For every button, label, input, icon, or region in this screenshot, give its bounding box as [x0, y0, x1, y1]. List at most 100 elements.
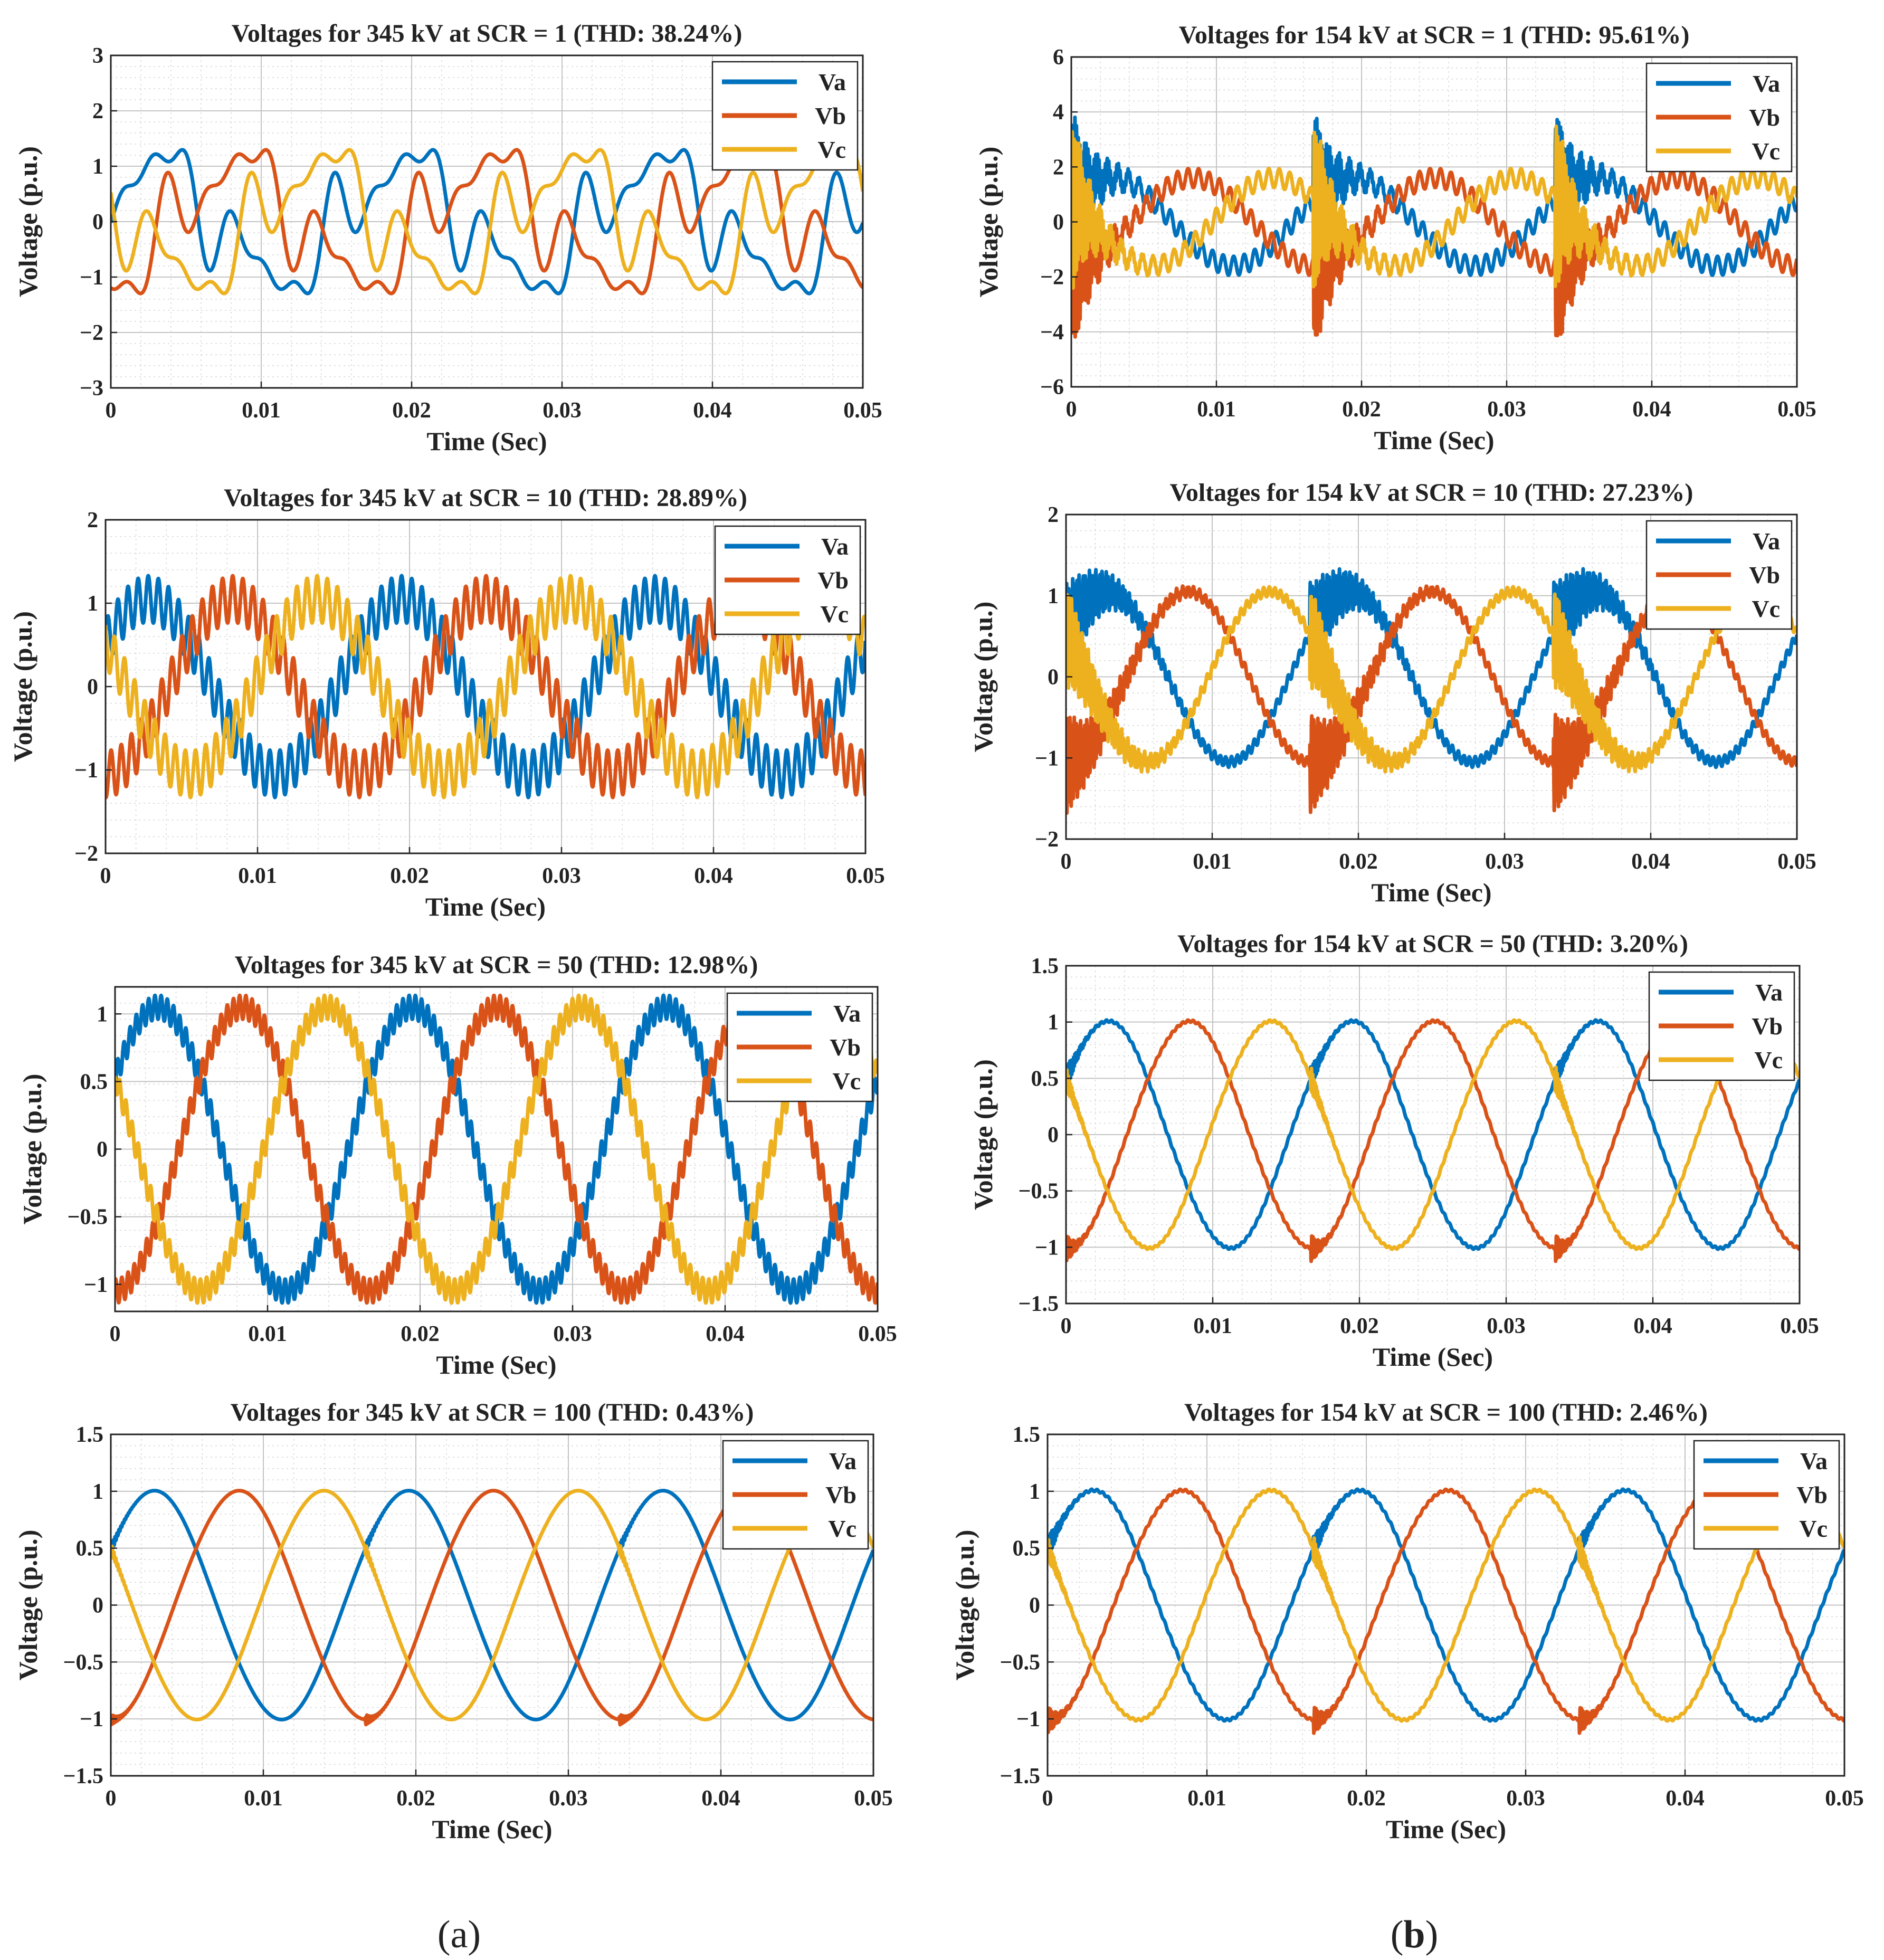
legend: Va Vb Vc	[1648, 971, 1795, 1081]
y-tick-label: −0.5	[1000, 1650, 1040, 1674]
chart-title: Voltages for 154 kV at SCR = 10 (THD: 27…	[1170, 479, 1693, 507]
series-line-vc	[1071, 124, 1797, 290]
x-axis-label: Time (Sec)	[1373, 1342, 1493, 1372]
chart-3: 0 0.01 0.02 0.03 0.04 0.05 −2 −1 0 1 2 Voltages for…	[8, 484, 885, 921]
y-tick-label: 1.5	[1031, 954, 1059, 978]
y-axis-label: Voltage (p.u.)	[13, 1530, 43, 1681]
legend-label-va: Va	[821, 533, 849, 560]
series-line-vc	[115, 993, 878, 1305]
y-tick-label: 1	[87, 592, 98, 616]
x-tick-label: 0.03	[542, 864, 581, 888]
y-axis-label: Voltage (p.u.)	[968, 602, 998, 753]
chart-title: Voltages for 154 kV at SCR = 50 (THD: 3.…	[1177, 930, 1688, 958]
y-tick-label: 2	[1048, 503, 1059, 527]
x-tick-label: 0.05	[846, 864, 885, 888]
x-tick-label: 0.04	[706, 1322, 745, 1346]
legend-label-vb: Vb	[817, 567, 849, 594]
legend-label-vc: Vc	[828, 1515, 857, 1542]
chart-4: 0 0.01 0.02 0.03 0.04 0.05 −2 −1 0 1 2 Voltages for…	[968, 479, 1816, 907]
y-tick-label: 0.5	[80, 1070, 108, 1094]
series-line-vc	[111, 148, 863, 296]
legend: Va Vb Vc	[714, 525, 861, 635]
y-axis-label: Voltage (p.u.)	[974, 147, 1003, 298]
y-tick-label: 1	[92, 155, 103, 179]
x-tick-label: 0.04	[1631, 850, 1670, 874]
legend-label-vc: Vc	[1754, 1046, 1783, 1073]
x-tick-label: 0	[1042, 1786, 1053, 1811]
legend-label-vc: Vc	[1799, 1515, 1828, 1542]
x-tick-label: 0.05	[1777, 397, 1816, 422]
y-tick-label: 0	[1048, 1123, 1059, 1147]
x-tick-label: 0	[110, 1322, 121, 1346]
y-tick-label: 1	[1048, 1011, 1059, 1035]
legend-label-vb: Vb	[815, 102, 846, 129]
legend-label-vc: Vc	[817, 136, 846, 163]
x-axis-label: Time (Sec)	[432, 1814, 552, 1844]
chart-title: Voltages for 154 kV at SCR = 1 (THD: 95.…	[1179, 21, 1690, 49]
x-tick-label: 0.01	[1193, 1314, 1232, 1338]
y-tick-label: −2	[1040, 265, 1064, 290]
y-tick-label: −2	[80, 321, 103, 345]
y-tick-label: 1	[1048, 584, 1059, 608]
y-axis-label: Voltage (p.u.)	[13, 146, 43, 297]
chart-7: 0 0.01 0.02 0.03 0.04 0.05 −1.5 −1 −0.5 0 0.5 1 1.5 V…	[13, 1398, 893, 1844]
x-tick-label: 0.05	[843, 398, 882, 423]
legend-label-va: Va	[819, 69, 846, 96]
legend-label-va: Va	[833, 1000, 861, 1027]
legend: Va Vb Vc	[1645, 62, 1793, 173]
series-line-vc	[1066, 1018, 1800, 1251]
x-tick-label: 0.01	[1187, 1786, 1226, 1811]
series-line-vb	[1071, 167, 1797, 339]
y-tick-label: −1	[74, 758, 98, 783]
x-axis-label: Time (Sec)	[1371, 878, 1491, 907]
y-tick-label: 4	[1053, 100, 1064, 125]
legend: Va Vb Vc	[726, 992, 873, 1102]
legend-label-va: Va	[1753, 528, 1780, 555]
legend-label-vc: Vc	[820, 601, 849, 627]
y-tick-label: 2	[92, 99, 103, 123]
x-tick-label: 0.02	[1340, 1314, 1379, 1338]
x-tick-label: 0.05	[1825, 1786, 1864, 1811]
x-tick-label: 0.04	[694, 864, 733, 888]
x-tick-label: 0.02	[396, 1786, 435, 1811]
legend-label-vc: Vc	[1752, 138, 1780, 165]
x-tick-label: 0.03	[1487, 1314, 1526, 1338]
x-tick-label: 0.03	[1487, 397, 1526, 422]
legend-label-va: Va	[829, 1448, 857, 1474]
chart-title: Voltages for 154 kV at SCR = 100 (THD: 2…	[1184, 1398, 1708, 1426]
y-tick-label: −1.5	[63, 1764, 103, 1788]
x-axis-label: Time (Sec)	[1374, 425, 1494, 455]
legend: Va Vb Vc	[1645, 520, 1793, 630]
series-line-vc	[106, 574, 865, 800]
chart-6: 0 0.01 0.02 0.03 0.04 0.05 −1.5 −1 −0.5 0 0.5 1 1.5 V…	[968, 930, 1819, 1372]
y-tick-label: 6	[1053, 45, 1064, 70]
y-tick-label: 0	[1048, 665, 1059, 690]
y-tick-label: 0	[1029, 1594, 1040, 1618]
x-tick-label: 0.02	[390, 864, 429, 888]
x-tick-label: 0	[1061, 1314, 1072, 1338]
legend-label-va: Va	[1753, 70, 1780, 97]
series-line-va	[111, 148, 863, 296]
legend-label-vc: Vc	[1752, 595, 1780, 622]
x-tick-label: 0.02	[1347, 1786, 1386, 1811]
y-tick-label: 1	[92, 1480, 103, 1504]
y-tick-label: −2	[1035, 827, 1059, 852]
x-tick-label: 0.04	[701, 1786, 740, 1811]
y-tick-label: −0.5	[1019, 1179, 1059, 1204]
y-tick-label: 0.5	[76, 1537, 104, 1561]
x-axis-label: Time (Sec)	[426, 426, 547, 456]
chart-title: Voltages for 345 kV at SCR = 10 (THD: 28…	[224, 484, 747, 512]
x-axis-label: Time (Sec)	[1386, 1814, 1506, 1844]
chart-2: 0 0.01 0.02 0.03 0.04 0.05 −6 −4 −2 0 2 4 6 Voltages …	[974, 21, 1816, 455]
legend-label-vb: Vb	[830, 1034, 861, 1061]
x-tick-label: 0.02	[1342, 397, 1381, 422]
x-tick-label: 0.03	[543, 398, 582, 423]
y-tick-label: 1	[1029, 1480, 1040, 1504]
y-tick-label: 0	[87, 675, 98, 699]
x-tick-label: 0.02	[401, 1322, 440, 1346]
y-axis-label: Voltage (p.u.)	[8, 611, 37, 762]
x-axis-label: Time (Sec)	[425, 892, 546, 921]
legend-label-va: Va	[1800, 1448, 1828, 1474]
x-tick-label: 0.01	[244, 1786, 283, 1811]
